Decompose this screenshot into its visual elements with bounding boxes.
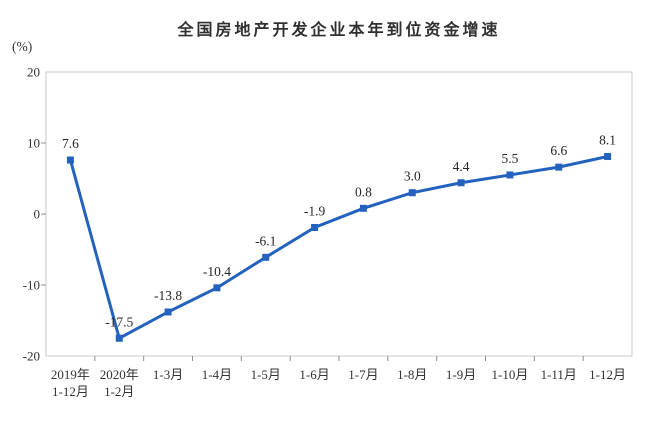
x-axis-category-label: 1-6月 bbox=[299, 367, 329, 382]
x-axis-category-label: 1-8月 bbox=[397, 367, 427, 382]
data-point-label: 0.8 bbox=[355, 184, 372, 199]
data-point-label: -6.1 bbox=[255, 233, 276, 248]
data-point-marker bbox=[457, 179, 465, 187]
data-line bbox=[68, 155, 608, 341]
data-point-label: -10.4 bbox=[203, 264, 231, 279]
y-axis-tick-label: -20 bbox=[23, 349, 40, 364]
y-axis-tick-label: -10 bbox=[23, 278, 40, 293]
data-point-label: -1.9 bbox=[304, 203, 326, 218]
data-point-marker bbox=[311, 223, 319, 231]
data-point-label: 5.5 bbox=[501, 151, 518, 166]
data-point-marker bbox=[115, 334, 123, 342]
plot-area-border bbox=[45, 71, 633, 357]
x-axis-category-label: 1-9月 bbox=[446, 367, 476, 382]
x-axis-category-label: 1-5月 bbox=[251, 367, 281, 382]
data-point-marker bbox=[604, 152, 612, 160]
y-axis-tick-label: 10 bbox=[27, 136, 40, 151]
data-point-marker bbox=[506, 171, 514, 179]
data-point-marker bbox=[555, 163, 563, 171]
data-point-marker bbox=[262, 253, 270, 261]
x-axis-category-label: 1-7月 bbox=[348, 367, 378, 382]
y-axis-tick-label: 20 bbox=[27, 65, 40, 80]
y-axis-tick-label: 0 bbox=[34, 207, 41, 222]
x-axis-category-label: 1-11月 bbox=[541, 367, 577, 382]
data-point-marker bbox=[66, 156, 74, 164]
x-axis-category-label: 1-4月 bbox=[202, 367, 232, 382]
x-axis-category-label: 1-10月 bbox=[491, 367, 528, 382]
data-point-label: 3.0 bbox=[404, 169, 421, 184]
data-point-label: 4.4 bbox=[453, 159, 470, 174]
x-axis-category-label: 2020年 1-2月 bbox=[100, 367, 139, 399]
data-point-marker bbox=[164, 308, 172, 316]
data-point-marker bbox=[359, 204, 367, 212]
x-axis-category-label: 1-3月 bbox=[153, 367, 183, 382]
data-point-marker bbox=[213, 284, 221, 292]
data-point-label: 6.6 bbox=[550, 143, 567, 158]
data-point-label: 7.6 bbox=[62, 136, 79, 151]
y-axis-unit-label: (%) bbox=[12, 39, 33, 54]
data-point-marker bbox=[408, 189, 416, 197]
data-point-label: 8.1 bbox=[599, 132, 616, 147]
x-axis-category-label: 1-12月 bbox=[589, 367, 626, 382]
data-point-label: -17.5 bbox=[105, 314, 133, 329]
x-axis-category-label: 2019年 1-12月 bbox=[51, 367, 90, 399]
chart-title: 全国房地产开发企业本年到位资金增速 bbox=[177, 22, 501, 39]
data-point-label: -13.8 bbox=[154, 288, 182, 303]
